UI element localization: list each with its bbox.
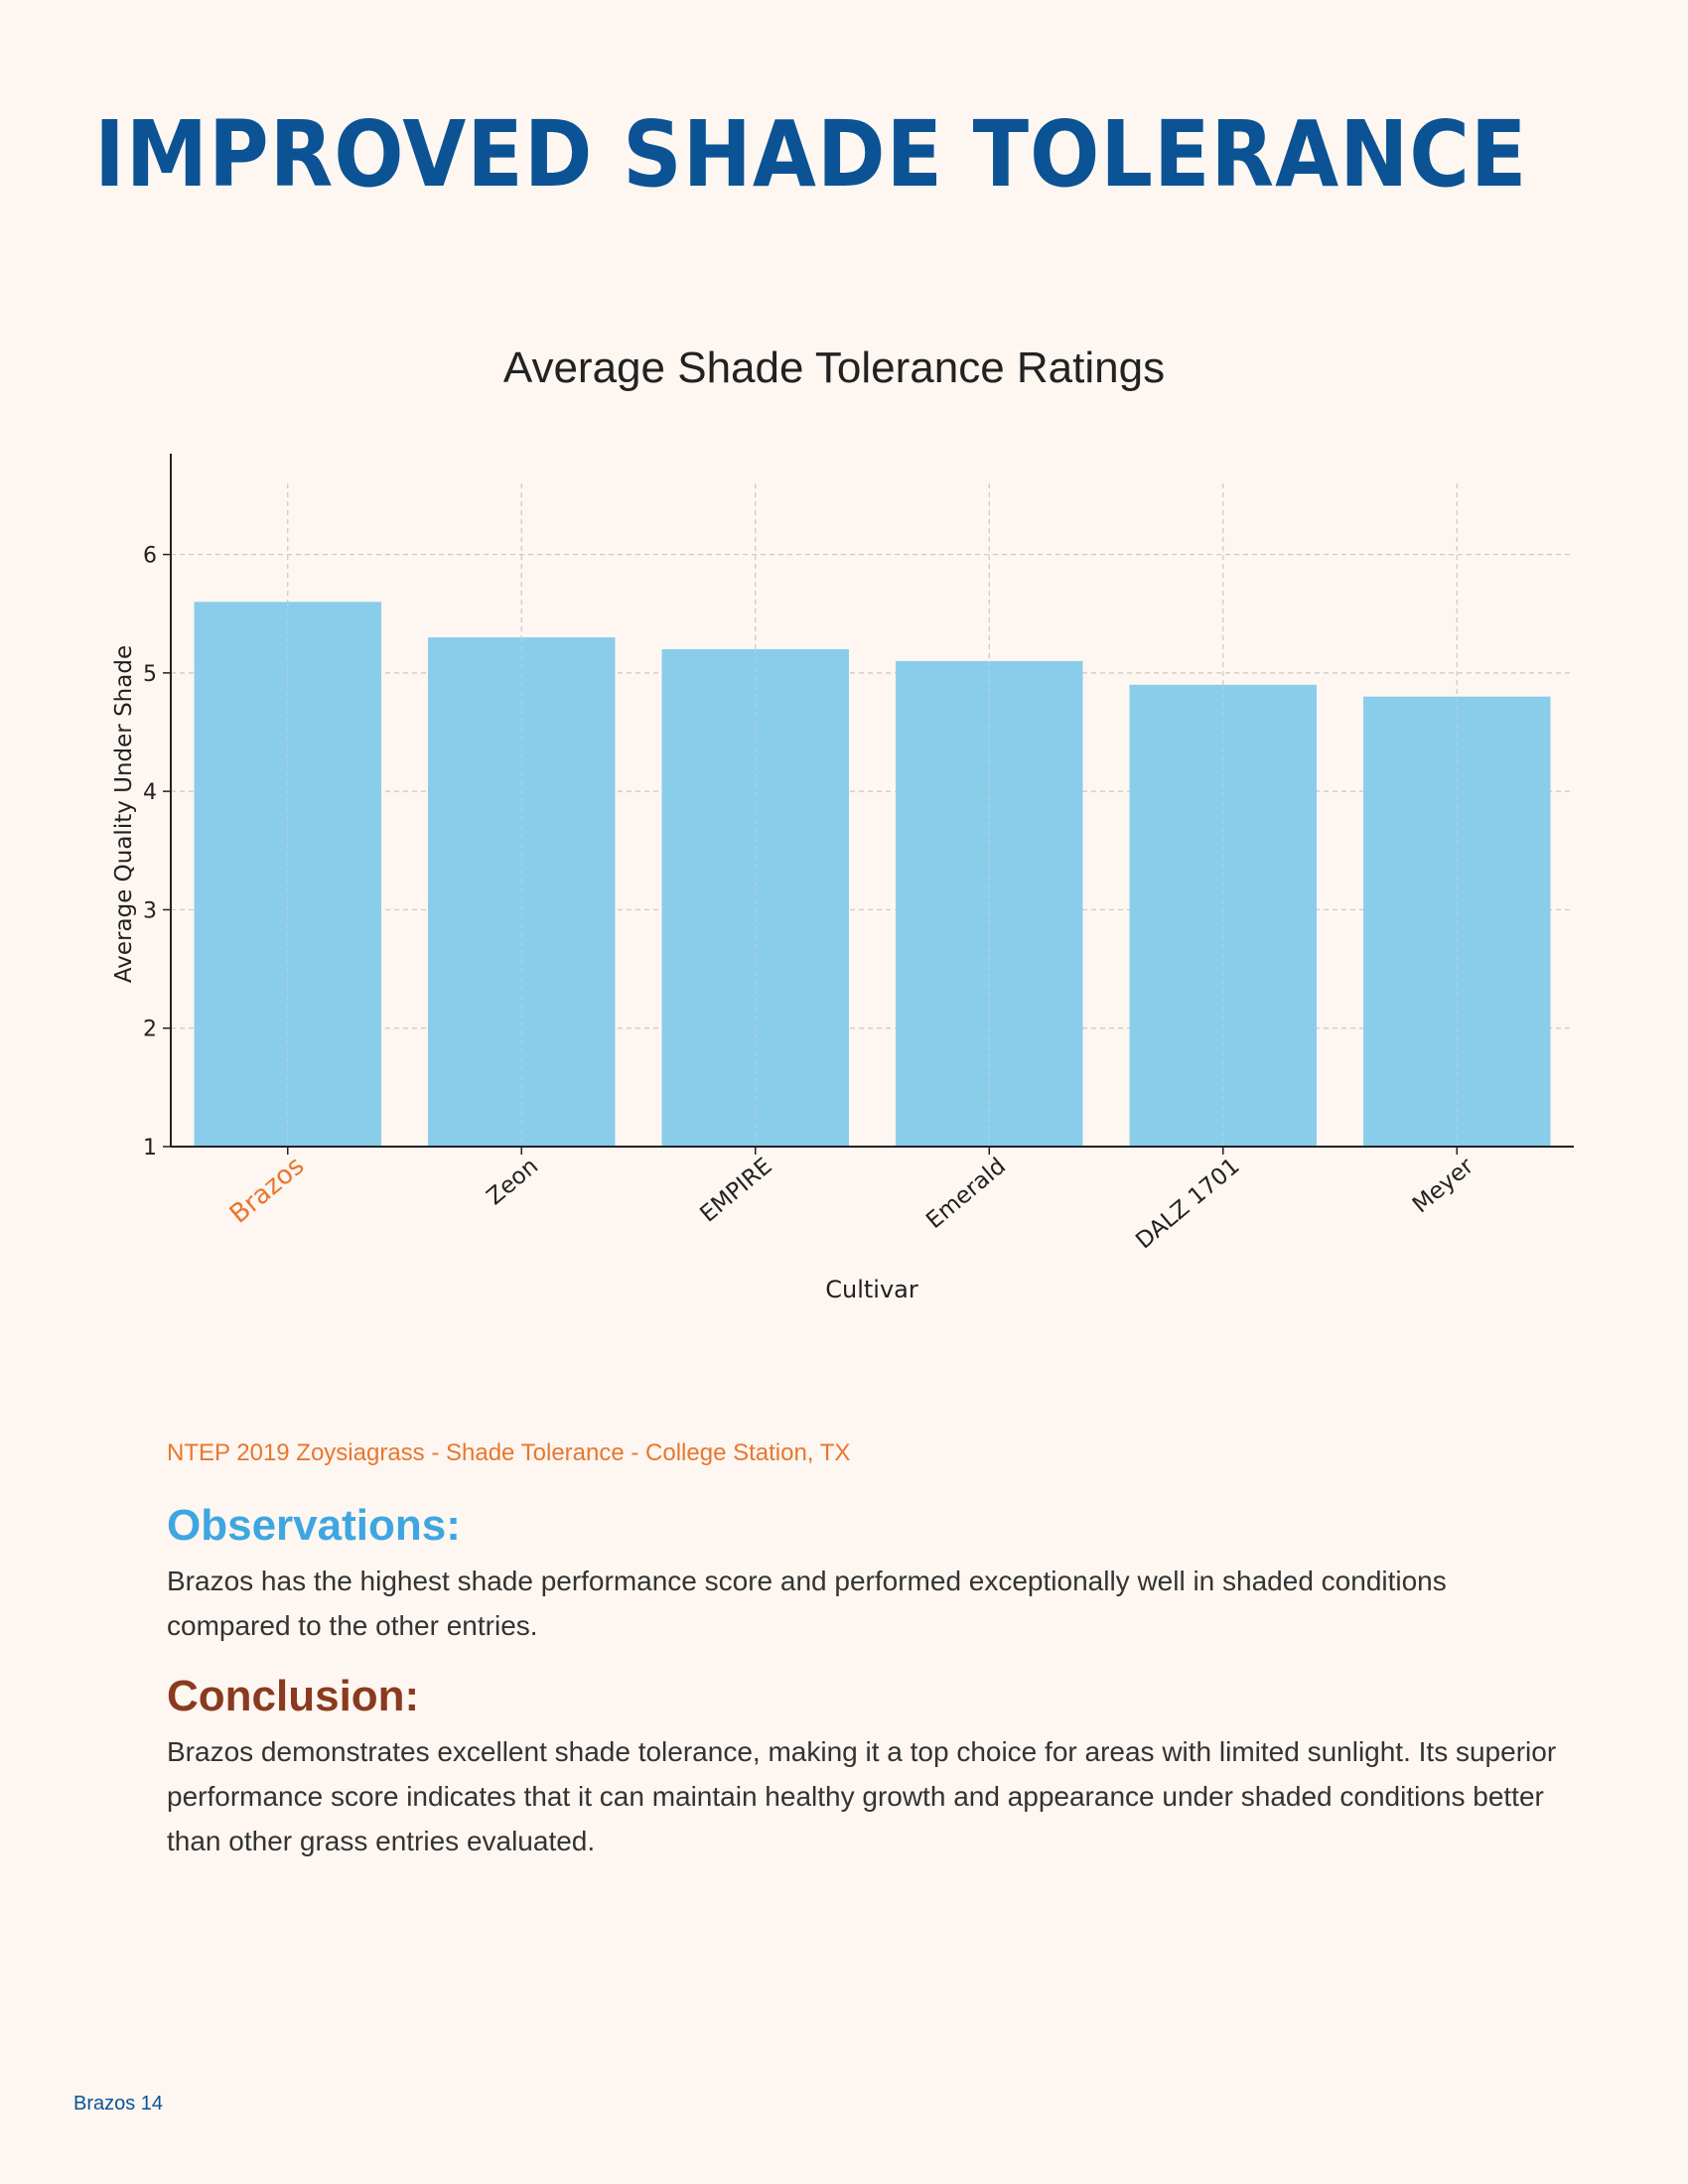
bar-chart: Average Shade Tolerance Ratings 1 2 3 4 5 6 Br… xyxy=(111,343,1574,1303)
observations-heading: Observations: xyxy=(167,1501,461,1550)
y-tick-label: 1 xyxy=(143,1136,157,1160)
y-tick-label: 4 xyxy=(143,780,157,805)
x-tick-label: Emerald xyxy=(921,1154,1011,1234)
page-footer: Brazos 14 xyxy=(73,2093,164,2115)
y-tick-label: 3 xyxy=(143,898,157,923)
bar xyxy=(1129,684,1317,1147)
observations-text: Brazos has the highest shade performance… xyxy=(167,1566,1447,1641)
x-tick-label: DALZ 1701 xyxy=(1131,1154,1244,1255)
x-tick-label: Brazos xyxy=(224,1151,310,1229)
y-tick-label: 2 xyxy=(143,1018,157,1042)
x-axis-label: Cultivar xyxy=(825,1276,918,1303)
x-tick-label: Zeon xyxy=(483,1154,544,1211)
chart-axes xyxy=(170,454,1574,1148)
chart-bars xyxy=(194,602,1551,1147)
x-tick-label: EMPIRE xyxy=(695,1154,776,1228)
data-source: NTEP 2019 Zoysiagrass - Shade Tolerance … xyxy=(167,1439,851,1466)
conclusion-heading: Conclusion: xyxy=(167,1672,420,1720)
y-tick-label: 6 xyxy=(143,544,157,569)
y-axis-label: Average Quality Under Shade xyxy=(111,645,137,983)
chart-title: Average Shade Tolerance Ratings xyxy=(503,343,1165,392)
page-title: IMPROVED SHADE TOLERANCE xyxy=(94,101,1528,207)
y-tick-label: 5 xyxy=(143,662,157,687)
conclusion-text: Brazos demonstrates excellent shade tole… xyxy=(167,1736,1557,1856)
x-tick-label: Meyer xyxy=(1408,1153,1479,1218)
